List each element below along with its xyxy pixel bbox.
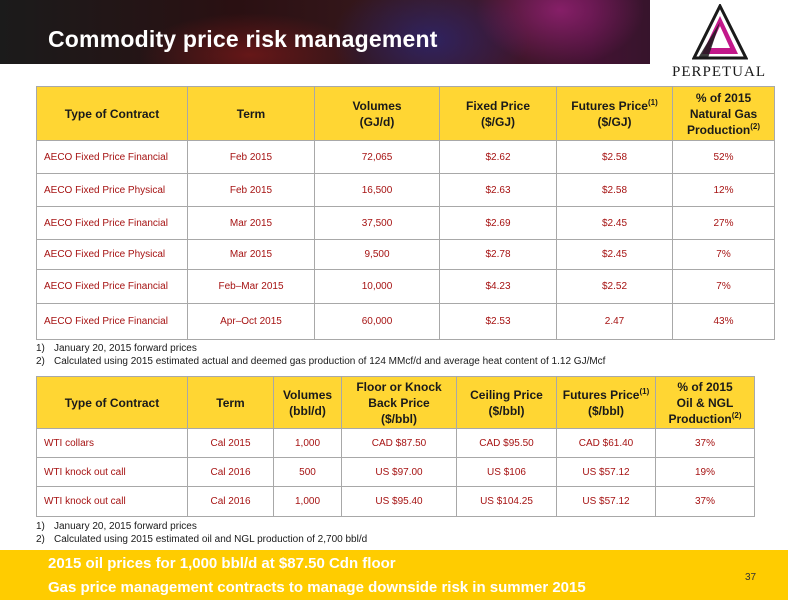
cell-volume: 60,000 [314, 303, 440, 340]
cell-fixed-price: $4.23 [439, 269, 557, 304]
table-row: AECO Fixed Price Financial Feb–Mar 2015 … [36, 269, 775, 304]
cell-type: WTI knock out call [36, 486, 188, 517]
header-floor-price: Floor or Knock Back Price ($/bbl) [341, 376, 457, 429]
cell-percent: 12% [672, 173, 775, 207]
cell-term: Cal 2016 [187, 486, 274, 517]
table-header-row: Type of Contract Term Volumes (GJ/d) Fixe… [36, 86, 775, 141]
page-number: 37 [745, 572, 757, 583]
cell-fixed-price: $2.53 [439, 303, 557, 340]
cell-percent: 19% [655, 457, 755, 487]
oil-table-footnotes: 1) January 20, 2015 forward prices 2) Ca… [36, 520, 367, 546]
triangle-logo-icon [692, 4, 748, 60]
cell-volume: 9,500 [314, 239, 440, 270]
cell-volume: 1,000 [273, 428, 342, 458]
cell-ceiling-price: CAD $95.50 [456, 428, 557, 458]
header-term: Term [187, 376, 274, 429]
cell-floor-price: US $95.40 [341, 486, 457, 517]
header-volumes: Volumes (bbl/d) [273, 376, 342, 429]
cell-percent: 7% [672, 239, 775, 270]
cell-percent: 7% [672, 269, 775, 304]
cell-volume: 37,500 [314, 206, 440, 240]
footnote: 1) January 20, 2015 forward prices [36, 521, 197, 532]
table-row: WTI knock out call Cal 2016 1,000 US $95… [36, 486, 755, 517]
cell-term: Feb 2015 [187, 140, 315, 174]
cell-futures-price: CAD $61.40 [556, 428, 656, 458]
cell-fixed-price: $2.78 [439, 239, 557, 270]
cell-futures-price: $2.45 [556, 239, 673, 270]
header-ceiling-price: Ceiling Price ($/bbl) [456, 376, 557, 429]
header-futures-price: Futures Price(1) ($/bbl) [556, 376, 656, 429]
cell-type: WTI collars [36, 428, 188, 458]
table-row: WTI knock out call Cal 2016 500 US $97.0… [36, 457, 755, 487]
cell-volume: 16,500 [314, 173, 440, 207]
gas-table-footnotes: 1) January 20, 2015 forward prices 2) Ca… [36, 342, 605, 368]
cell-futures-price: US $57.12 [556, 457, 656, 487]
cell-term: Mar 2015 [187, 206, 315, 240]
cell-percent: 37% [655, 486, 755, 517]
cell-term: Apr–Oct 2015 [187, 303, 315, 340]
cell-futures-price: $2.58 [556, 140, 673, 174]
cell-percent: 52% [672, 140, 775, 174]
cell-type: AECO Fixed Price Financial [36, 140, 188, 174]
summary-banner: 2015 oil prices for 1,000 bbl/d at $87.5… [0, 550, 788, 600]
cell-percent: 43% [672, 303, 775, 340]
cell-type: WTI knock out call [36, 457, 188, 487]
cell-floor-price: US $97.00 [341, 457, 457, 487]
cell-ceiling-price: US $104.25 [456, 486, 557, 517]
footnote: 1) January 20, 2015 forward prices [36, 343, 197, 354]
table-row: AECO Fixed Price Financial Mar 2015 37,5… [36, 206, 775, 240]
page-title: Commodity price risk management [48, 26, 438, 52]
cell-term: Mar 2015 [187, 239, 315, 270]
cell-type: AECO Fixed Price Physical [36, 173, 188, 207]
header-volumes: Volumes (GJ/d) [314, 86, 440, 141]
cell-floor-price: CAD $87.50 [341, 428, 457, 458]
cell-futures-price: US $57.12 [556, 486, 656, 517]
cell-term: Cal 2016 [187, 457, 274, 487]
header-term: Term [187, 86, 315, 141]
table-row: AECO Fixed Price Physical Mar 2015 9,500… [36, 239, 775, 270]
header-type-of-contract: Type of Contract [36, 376, 188, 429]
cell-volume: 1,000 [273, 486, 342, 517]
cell-percent: 37% [655, 428, 755, 458]
table-header-row: Type of Contract Term Volumes (bbl/d) Flo… [36, 376, 755, 429]
company-logo: PERPETUAL [650, 0, 788, 86]
gas-contracts-table: Type of Contract Term Volumes (GJ/d) Fixe… [36, 86, 775, 340]
table-row: AECO Fixed Price Financial Feb 2015 72,0… [36, 140, 775, 174]
cell-futures-price: $2.58 [556, 173, 673, 207]
cell-fixed-price: $2.69 [439, 206, 557, 240]
table-row: AECO Fixed Price Financial Apr–Oct 2015 … [36, 303, 775, 340]
cell-fixed-price: $2.63 [439, 173, 557, 207]
header-type-of-contract: Type of Contract [36, 86, 188, 141]
cell-ceiling-price: US $106 [456, 457, 557, 487]
cell-futures-price: 2.47 [556, 303, 673, 340]
footnote: 2) Calculated using 2015 estimated oil a… [36, 534, 368, 545]
cell-term: Feb–Mar 2015 [187, 269, 315, 304]
header-futures-price: Futures Price(1) ($/GJ) [556, 86, 673, 141]
cell-type: AECO Fixed Price Financial [36, 303, 188, 340]
cell-volume: 72,065 [314, 140, 440, 174]
cell-type: AECO Fixed Price Physical [36, 239, 188, 270]
cell-term: Feb 2015 [187, 173, 315, 207]
summary-line-oil: 2015 oil prices for 1,000 bbl/d at $87.5… [48, 555, 396, 572]
cell-type: AECO Fixed Price Financial [36, 269, 188, 304]
header-pct-natural-gas: % of 2015 Natural Gas Production(2) [672, 86, 775, 141]
logo-wordmark: PERPETUAL [671, 64, 766, 80]
cell-volume: 500 [273, 457, 342, 487]
cell-fixed-price: $2.62 [439, 140, 557, 174]
footnote: 2) Calculated using 2015 estimated actua… [36, 356, 606, 367]
cell-percent: 27% [672, 206, 775, 240]
cell-type: AECO Fixed Price Financial [36, 206, 188, 240]
cell-term: Cal 2015 [187, 428, 274, 458]
summary-line-gas: Gas price management contracts to manage… [48, 579, 586, 596]
cell-futures-price: $2.45 [556, 206, 673, 240]
table-row: WTI collars Cal 2015 1,000 CAD $87.50 CA… [36, 428, 755, 458]
header-pct-oil-ngl: % of 2015 Oil & NGL Production(2) [655, 376, 755, 429]
table-row: AECO Fixed Price Physical Feb 2015 16,50… [36, 173, 775, 207]
header-fixed-price: Fixed Price ($/GJ) [439, 86, 557, 141]
oil-contracts-table: Type of Contract Term Volumes (bbl/d) Flo… [36, 376, 755, 517]
cell-volume: 10,000 [314, 269, 440, 304]
cell-futures-price: $2.52 [556, 269, 673, 304]
